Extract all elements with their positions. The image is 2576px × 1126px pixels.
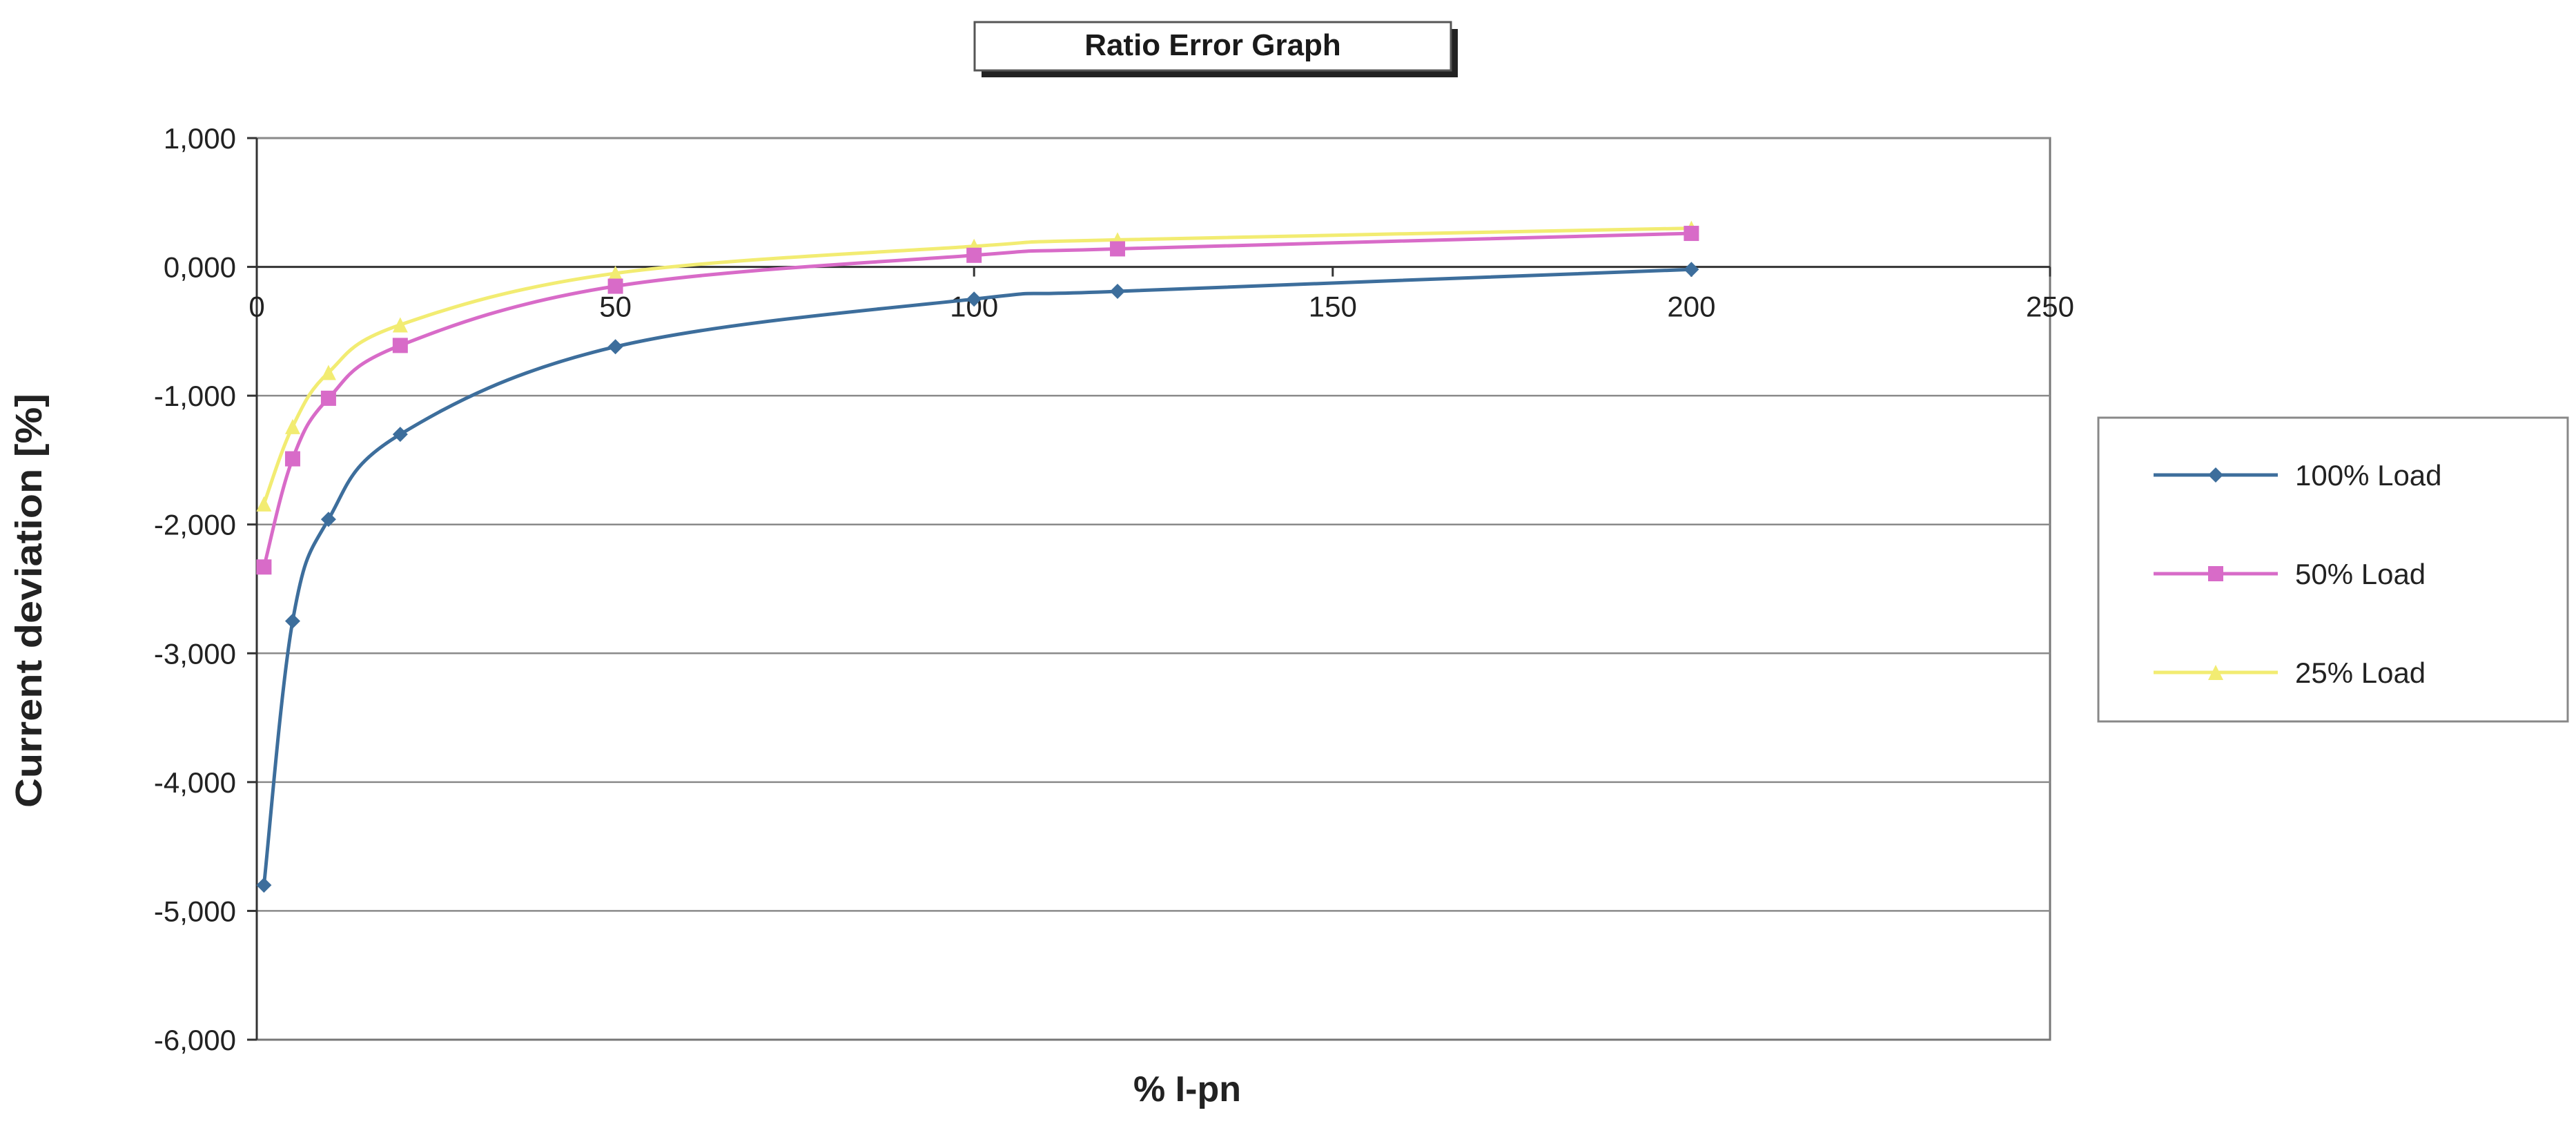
y-tick-label: -4,000	[154, 766, 236, 799]
y-tick-label: -3,000	[154, 637, 236, 670]
series-100-load-point	[392, 427, 408, 443]
series-100-load-point	[1110, 284, 1126, 300]
legend-item-50-load-point	[2208, 566, 2223, 581]
legend-item-100-load-label: 100% Load	[2295, 459, 2442, 492]
series-100-load-point	[607, 339, 623, 355]
y-tick-label: 0,000	[164, 251, 236, 284]
series-100-load-point	[320, 512, 336, 527]
x-axis-label: % I-pn	[1133, 1069, 1241, 1109]
x-tick-label: 50	[599, 291, 632, 323]
series-100-load-point	[256, 877, 272, 893]
series-50-load-point	[1110, 241, 1126, 257]
series-100-load-point	[284, 613, 300, 629]
plot-area	[255, 137, 2051, 1041]
title-group: Ratio Error Graph	[973, 21, 1458, 77]
legend-item-25-load: 25% Load	[2154, 657, 2426, 689]
series-25-load-point	[284, 418, 300, 434]
y-tick-label: -5,000	[154, 895, 236, 927]
legend-item-25-load-label: 25% Load	[2295, 657, 2426, 689]
series-25-load-point	[256, 496, 272, 512]
series-50-load-point	[607, 278, 623, 294]
legend-item-100-load-point	[2208, 467, 2223, 483]
x-tick-label: 250	[2026, 291, 2074, 323]
x-tick-label: 150	[1309, 291, 1357, 323]
series-50-load-point	[1684, 226, 1699, 242]
legend-item-50-load: 50% Load	[2154, 558, 2426, 590]
series-50-load-point	[392, 338, 408, 353]
legend-items: 100% Load 50% Load 25% Load	[2154, 459, 2442, 689]
series-50-load-point	[256, 559, 272, 575]
y-tick-label: -1,000	[154, 380, 236, 412]
y-tick-label: -6,000	[154, 1024, 236, 1056]
y-tick-label: 1,000	[164, 122, 236, 155]
series-50-load-point	[284, 451, 300, 467]
legend-item-25-load-point	[2208, 665, 2223, 680]
y-tick-labels: 1,000 0,000 -1,000 -2,000 -3,000 -4,000 -5,000…	[154, 122, 236, 1056]
series-25-load-point	[607, 265, 623, 281]
series-layer	[256, 220, 1699, 893]
legend: 100% Load 50% Load 25% Load	[2097, 416, 2569, 723]
y-axis-label: Current deviation [%]	[8, 394, 50, 808]
series-25-load-point	[392, 317, 408, 333]
series-100-load-point	[966, 291, 982, 307]
y-tick-label: -2,000	[154, 509, 236, 541]
series-50-load-point	[966, 247, 982, 263]
series-25-load-point	[320, 365, 336, 380]
chart-title: Ratio Error Graph	[1084, 28, 1341, 62]
axes	[247, 137, 2051, 1041]
legend-item-100-load: 100% Load	[2154, 459, 2442, 492]
series-100-load	[256, 262, 1699, 893]
title-box	[973, 21, 1452, 72]
series-100-load-line	[262, 267, 1693, 887]
x-tick-label: 200	[1667, 291, 1715, 323]
series-50-load-point	[320, 390, 336, 406]
series-50-load-line	[262, 231, 1693, 569]
legend-item-50-load-label: 50% Load	[2295, 558, 2426, 590]
series-50-load	[256, 226, 1699, 575]
x-tick-label: 0	[248, 291, 264, 323]
series-100-load-point	[1684, 262, 1699, 278]
